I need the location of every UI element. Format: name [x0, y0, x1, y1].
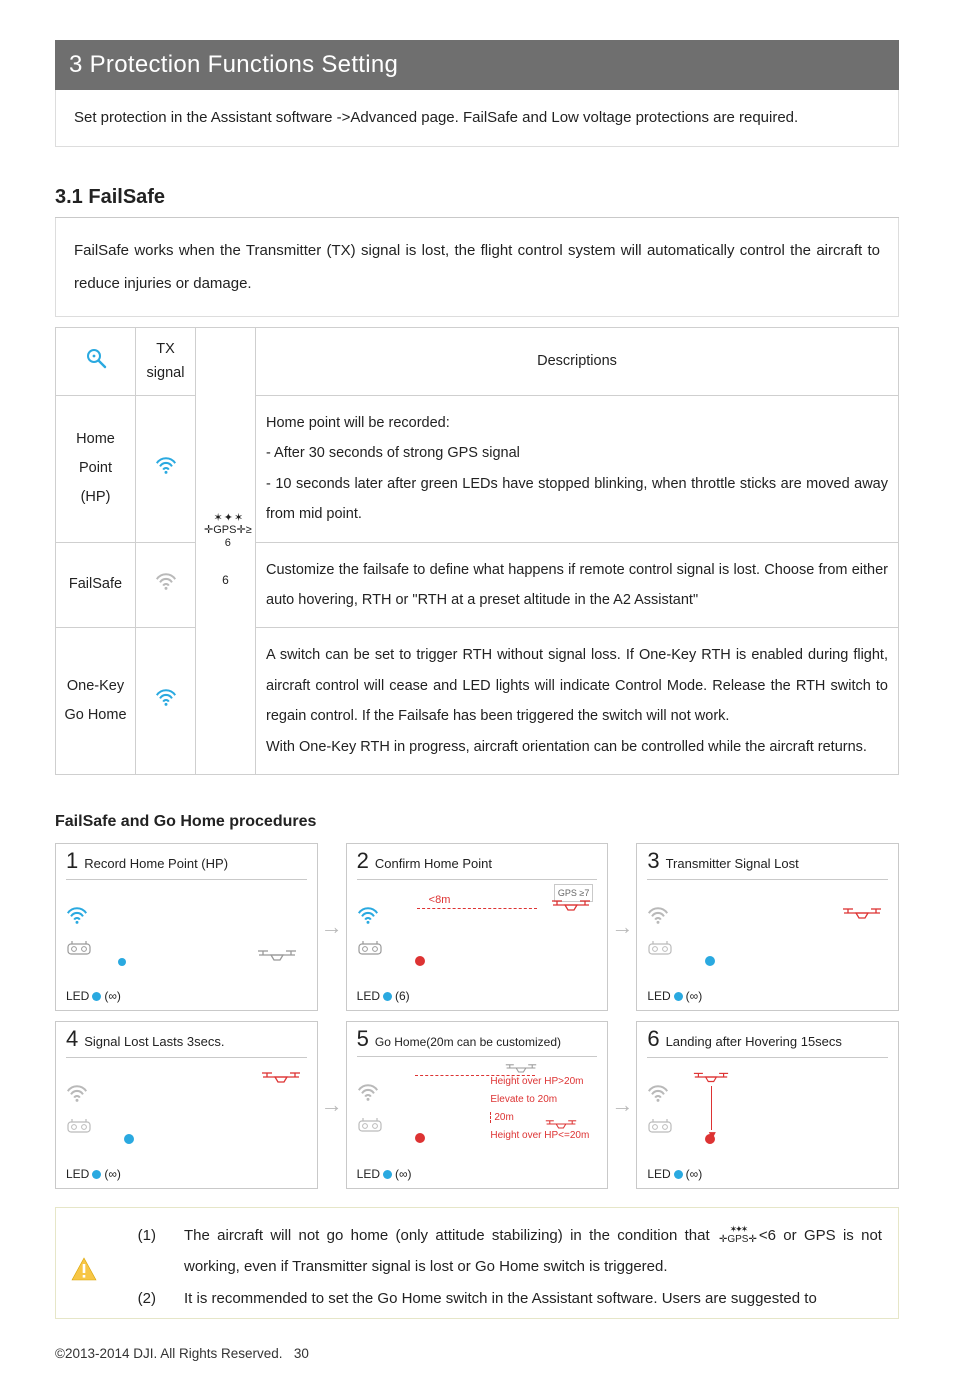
step-2: 2 Confirm Home Point GPS ≥7 <8m LED(6)	[346, 843, 609, 1011]
controller-icon	[647, 1116, 673, 1141]
row-wifi	[136, 628, 196, 775]
wifi-active-icon	[155, 696, 177, 712]
wifi-inactive-icon	[647, 904, 669, 933]
step-body	[66, 886, 307, 986]
row-desc: A switch can be set to trigger RTH witho…	[256, 628, 899, 775]
warning-triangle-icon	[64, 1220, 104, 1315]
wifi-active-icon	[66, 904, 88, 933]
warning-item: (1) The aircraft will not go home (only …	[126, 1220, 882, 1283]
procedures-row-2: 4 Signal Lost Lasts 3secs. LED(∞) → 5 Go…	[55, 1021, 899, 1189]
step-title: 6 Landing after Hovering 15secs	[647, 1028, 888, 1058]
led-dot-icon	[383, 992, 392, 1001]
row-label: FailSafe	[56, 542, 136, 628]
gps-inline-icon: ✶✦✶✛GPS✛	[719, 1225, 757, 1245]
step-body: ▼	[647, 1064, 888, 1164]
warning-list: (1) The aircraft will not go home (only …	[126, 1220, 882, 1315]
wifi-inactive-icon	[647, 1082, 669, 1111]
step-title: 2 Confirm Home Point	[357, 850, 598, 880]
led-indicator: LED(∞)	[357, 1165, 412, 1184]
led-indicator: LED(∞)	[66, 1165, 121, 1184]
table-row: Home Point (HP) Home point will be recor…	[56, 395, 899, 542]
home-dot-icon	[705, 1134, 715, 1144]
arrow-icon: →	[318, 1087, 346, 1122]
warning-item: (2) It is recommended to set the Go Home…	[126, 1283, 882, 1315]
controller-icon	[66, 1116, 92, 1141]
step-1: 1 Record Home Point (HP) LED(∞)	[55, 843, 318, 1011]
table-head-tx: TX signal	[136, 328, 196, 395]
table-head-desc: Descriptions	[256, 328, 899, 395]
step-title: 1 Record Home Point (HP)	[66, 850, 307, 880]
drone-icon	[551, 896, 591, 921]
failsafe-table: TX signal ✶ ✦ ✶✛GPS✛≥ 6 6 Descriptions H…	[55, 327, 899, 775]
step-title: 3 Transmitter Signal Lost	[647, 850, 888, 880]
section-title: 3 Protection Functions Setting	[55, 40, 899, 90]
path-line-icon	[415, 1075, 535, 1076]
led-indicator: LED(∞)	[647, 987, 702, 1006]
row-label: Home Point (HP)	[56, 395, 136, 542]
magnify-icon	[85, 349, 107, 374]
step5-annotations: Height over HP>20m Elevate to 20m 20m He…	[490, 1073, 589, 1145]
step-title: 4 Signal Lost Lasts 3secs.	[66, 1028, 307, 1058]
led-indicator: LED(∞)	[647, 1165, 702, 1184]
gps-satellite-icon: ✶ ✦ ✶✛GPS✛≥ 6	[204, 512, 252, 548]
drone-icon	[261, 1068, 301, 1093]
distance-label: <8m	[429, 892, 451, 910]
step-6: 6 Landing after Hovering 15secs ▼ LED(∞)	[636, 1021, 899, 1189]
step-4: 4 Signal Lost Lasts 3secs. LED(∞)	[55, 1021, 318, 1189]
controller-icon	[66, 938, 92, 963]
wifi-inactive-icon	[155, 580, 177, 596]
controller-icon	[647, 938, 673, 963]
warning-box: (1) The aircraft will not go home (only …	[55, 1207, 899, 1320]
led-dot-icon	[383, 1170, 392, 1179]
row-desc: Customize the failsafe to define what ha…	[256, 542, 899, 628]
arrow-icon: →	[608, 909, 636, 944]
led-dot-icon	[92, 992, 101, 1001]
wifi-active-icon	[357, 904, 379, 933]
home-dot-icon	[415, 956, 425, 966]
arrow-icon: →	[608, 1087, 636, 1122]
table-row: FailSafe Customize the failsafe to defin…	[56, 542, 899, 628]
step-body: GPS ≥7 <8m	[357, 886, 598, 986]
subheading-3-1: 3.1 FailSafe	[55, 181, 899, 218]
procedures-heading: FailSafe and Go Home procedures	[55, 809, 899, 835]
page-footer: ©2013-2014 DJI. All Rights Reserved. 30	[55, 1343, 899, 1365]
step-body	[647, 886, 888, 986]
step-title: 5 Go Home(20m can be customized)	[357, 1028, 598, 1057]
wifi-active-icon	[155, 464, 177, 480]
step-3: 3 Transmitter Signal Lost LED(∞)	[636, 843, 899, 1011]
led-dot-icon	[92, 1170, 101, 1179]
home-dot-icon	[705, 956, 715, 966]
step-body: Height over HP>20m Elevate to 20m 20m He…	[357, 1063, 598, 1163]
wifi-inactive-icon	[357, 1081, 379, 1110]
step-5: 5 Go Home(20m can be customized) Height …	[346, 1021, 609, 1189]
led-dot-icon	[674, 1170, 683, 1179]
drone-icon	[257, 946, 297, 971]
controller-icon	[357, 1115, 383, 1140]
drone-icon	[842, 904, 882, 929]
step-body	[66, 1064, 307, 1164]
failsafe-description: FailSafe works when the Transmitter (TX)…	[55, 218, 899, 317]
arrow-icon: →	[318, 909, 346, 944]
led-indicator: LED(6)	[357, 987, 410, 1006]
descend-arrow-icon	[711, 1086, 712, 1130]
home-dot-icon	[118, 958, 126, 966]
table-row: One-Key Go Home A switch can be set to t…	[56, 628, 899, 775]
procedures-row-1: 1 Record Home Point (HP) LED(∞) → 2 Conf…	[55, 843, 899, 1011]
row-wifi	[136, 542, 196, 628]
wifi-inactive-icon	[66, 1082, 88, 1111]
row-desc: Home point will be recorded: - After 30 …	[256, 395, 899, 542]
row-label: One-Key Go Home	[56, 628, 136, 775]
row-wifi	[136, 395, 196, 542]
led-indicator: LED(∞)	[66, 987, 121, 1006]
home-dot-icon	[415, 1133, 425, 1143]
distance-line-icon	[417, 908, 537, 909]
led-dot-icon	[674, 992, 683, 1001]
controller-icon	[357, 938, 383, 963]
table-head-mode	[56, 328, 136, 395]
table-head-gps: ✶ ✦ ✶✛GPS✛≥ 6 6	[196, 328, 256, 775]
home-dot-icon	[124, 1134, 134, 1144]
section-intro: Set protection in the Assistant software…	[55, 90, 899, 147]
